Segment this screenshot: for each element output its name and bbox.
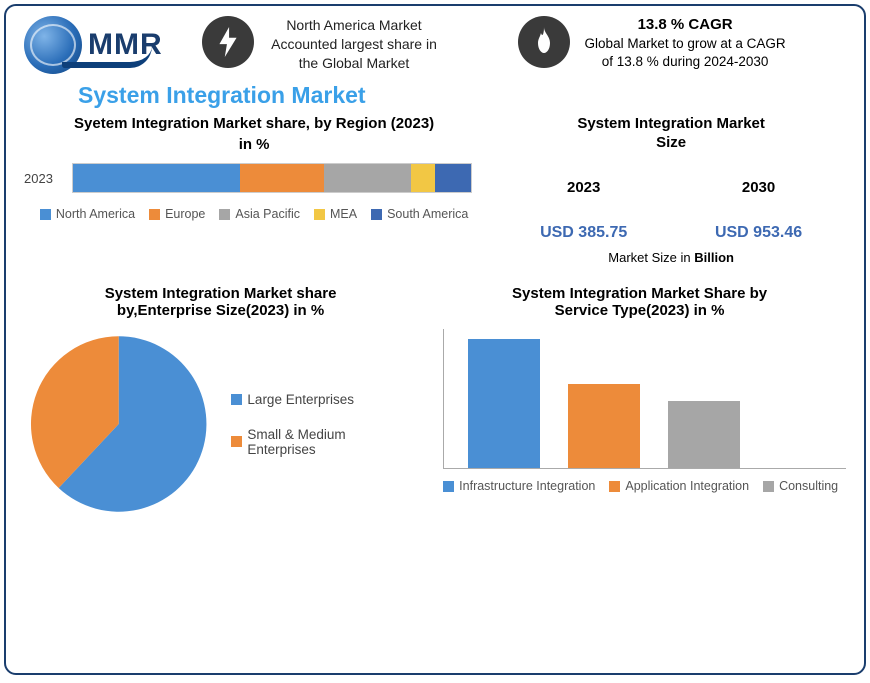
region-legend-item: MEA — [314, 207, 357, 221]
bottom-row: System Integration Market share by,Enter… — [24, 285, 846, 519]
legend-swatch — [443, 481, 454, 492]
region-seg-mea — [411, 164, 435, 192]
pie-legend-item: Large Enterprises — [231, 392, 417, 407]
infographic-container: MMR North America Market Accounted large… — [4, 4, 866, 675]
enterprise-pie-box: System Integration Market share by,Enter… — [24, 285, 417, 519]
region-chart-bar-row: 2023 — [24, 163, 484, 193]
region-legend-item: Asia Pacific — [219, 207, 300, 221]
legend-label: Consulting — [779, 479, 838, 493]
market-size-title-1: System Integration Market — [496, 115, 846, 132]
market-size-title-2: Size — [496, 134, 846, 151]
service-bar-legend: Infrastructure Integration Application In… — [443, 479, 846, 493]
legend-swatch — [609, 481, 620, 492]
market-size-years: 2023 2030 — [496, 179, 846, 196]
service-bar-box: System Integration Market Share by Servi… — [433, 285, 846, 519]
north-america-info: North America Market Accounted largest s… — [202, 16, 500, 73]
service-bar-chart — [443, 329, 846, 469]
region-seg-north-america — [73, 164, 240, 192]
legend-swatch — [231, 394, 242, 405]
service-legend-item: Consulting — [763, 479, 838, 493]
north-america-info-text: North America Market Accounted largest s… — [264, 16, 444, 73]
market-size-value-1: USD 953.46 — [715, 224, 802, 242]
region-seg-asia-pacific — [324, 164, 412, 192]
market-size-footnote-bold: Billion — [694, 250, 734, 265]
region-chart: Syetem Integration Market share, by Regi… — [24, 115, 484, 265]
region-chart-bar — [72, 163, 472, 193]
flame-icon — [518, 16, 570, 68]
legend-swatch — [371, 209, 382, 220]
market-size-footnote-prefix: Market Size in — [608, 250, 694, 265]
market-size-year-0: 2023 — [567, 179, 600, 196]
mid-row: Syetem Integration Market share, by Regi… — [24, 115, 846, 265]
region-seg-south-america — [435, 164, 471, 192]
service-bar-title-1: System Integration Market Share by — [512, 285, 767, 302]
legend-swatch — [314, 209, 325, 220]
cagr-text: Global Market to grow at a CAGR of 13.8 … — [580, 35, 790, 71]
service-bar-application-integration — [568, 384, 640, 468]
region-legend-item: North America — [40, 207, 135, 221]
market-size-box: System Integration Market Size 2023 2030… — [496, 115, 846, 265]
legend-label: Small & Medium Enterprises — [247, 427, 417, 457]
legend-label: Infrastructure Integration — [459, 479, 595, 493]
logo: MMR — [24, 16, 184, 74]
service-legend-item: Application Integration — [609, 479, 749, 493]
market-size-year-1: 2030 — [742, 179, 775, 196]
service-bar-consulting — [668, 401, 740, 468]
cagr-title: 13.8 % CAGR — [580, 16, 790, 33]
region-chart-legend: North America Europe Asia Pacific MEA South … — [24, 207, 484, 221]
legend-swatch — [219, 209, 230, 220]
page-title: System Integration Market — [78, 82, 846, 109]
legend-label: Asia Pacific — [235, 207, 300, 221]
region-legend-item: South America — [371, 207, 468, 221]
enterprise-pie-chart — [24, 329, 213, 519]
enterprise-pie-title-1: System Integration Market share — [105, 285, 337, 302]
legend-swatch — [40, 209, 51, 220]
service-legend-item: Infrastructure Integration — [443, 479, 595, 493]
legend-label: South America — [387, 207, 468, 221]
cagr-info: 13.8 % CAGR Global Market to grow at a C… — [518, 16, 846, 71]
legend-swatch — [763, 481, 774, 492]
pie-legend-item: Small & Medium Enterprises — [231, 427, 417, 457]
legend-swatch — [149, 209, 160, 220]
region-chart-title-2: in % — [24, 136, 484, 153]
header-row: MMR North America Market Accounted large… — [24, 16, 846, 74]
service-bar-title: System Integration Market Share by Servi… — [433, 285, 846, 319]
enterprise-pie-title-2: by,Enterprise Size(2023) in % — [117, 302, 324, 319]
region-seg-europe — [240, 164, 324, 192]
region-chart-title-1: Syetem Integration Market share, by Regi… — [24, 115, 484, 132]
legend-label: North America — [56, 207, 135, 221]
market-size-footnote: Market Size in Billion — [496, 250, 846, 265]
service-bar-infrastructure-integration — [468, 339, 540, 468]
legend-label: Europe — [165, 207, 205, 221]
enterprise-pie-content: Large Enterprises Small & Medium Enterpri… — [24, 329, 417, 519]
legend-label: Application Integration — [625, 479, 749, 493]
enterprise-pie-legend: Large Enterprises Small & Medium Enterpri… — [231, 392, 417, 457]
market-size-value-0: USD 385.75 — [540, 224, 627, 242]
enterprise-pie-title: System Integration Market share by,Enter… — [24, 285, 417, 319]
bolt-icon — [202, 16, 254, 68]
legend-label: Large Enterprises — [247, 392, 354, 407]
swoosh-icon — [62, 46, 152, 68]
legend-swatch — [231, 436, 242, 447]
region-legend-item: Europe — [149, 207, 205, 221]
region-chart-year: 2023 — [24, 171, 62, 186]
legend-label: MEA — [330, 207, 357, 221]
market-size-values: USD 385.75 USD 953.46 — [496, 224, 846, 242]
service-bar-title-2: Service Type(2023) in % — [555, 302, 725, 319]
